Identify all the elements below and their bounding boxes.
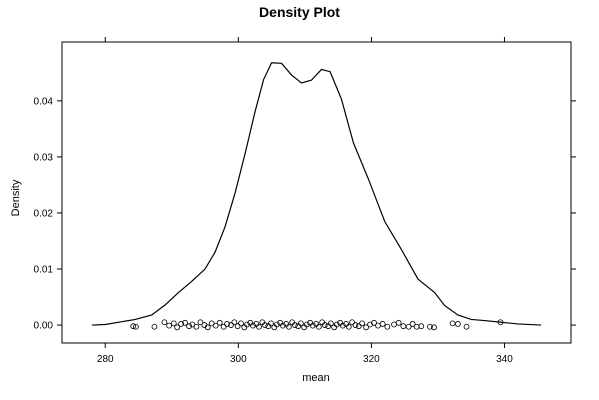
y-tick-label: 0.01 <box>34 265 54 276</box>
rug-point <box>297 320 304 327</box>
tick-labels-group: 280 300 320 340 0.00 0.01 0.02 0.03 0.04 <box>34 96 514 365</box>
rug-point <box>327 320 334 327</box>
rug-point <box>339 322 346 329</box>
rug-point <box>186 323 192 330</box>
rug-point <box>132 323 139 330</box>
y-tick-label: 0.02 <box>34 208 54 219</box>
rug-point <box>224 321 230 327</box>
rug-point <box>178 321 185 327</box>
rug-point <box>352 322 359 328</box>
rug-point <box>315 323 322 330</box>
rug-point <box>405 323 412 330</box>
rug-point <box>497 319 504 326</box>
rug-point <box>212 322 219 329</box>
rug-point <box>231 319 238 326</box>
rug-point <box>413 323 420 330</box>
rug-point <box>454 321 461 327</box>
rug-point <box>174 324 181 331</box>
rug-point <box>391 321 397 328</box>
rug-point <box>321 322 328 328</box>
rug-point <box>244 321 250 328</box>
rug-point <box>431 324 437 331</box>
rug-point <box>170 320 177 327</box>
rug-point <box>197 319 204 326</box>
rug-point <box>262 322 268 328</box>
rug-point <box>238 320 244 327</box>
rug-point <box>151 323 158 330</box>
rug-point <box>216 319 223 326</box>
rug-point <box>130 323 137 330</box>
rug-point <box>427 323 433 330</box>
rug-point <box>228 322 234 328</box>
rug-points-group <box>130 319 504 331</box>
rug-point <box>220 323 227 330</box>
rug-point <box>279 322 286 329</box>
rug-point <box>274 321 280 328</box>
density-line <box>91 62 542 326</box>
rug-point <box>371 319 377 326</box>
rug-point <box>333 321 340 328</box>
rug-point <box>234 323 241 330</box>
rug-point <box>285 323 292 330</box>
x-axis-label: mean <box>302 372 330 384</box>
rug-point <box>363 324 369 331</box>
chart-title: Density Plot <box>259 4 340 20</box>
x-tick-label: 320 <box>363 354 380 365</box>
rug-point <box>449 320 456 327</box>
x-tick-label: 300 <box>230 354 247 365</box>
axis-ticks-group <box>57 37 576 348</box>
rug-point <box>345 323 352 330</box>
rug-point <box>193 323 200 330</box>
rug-point <box>395 319 402 326</box>
rug-point <box>204 324 211 331</box>
x-tick-label: 340 <box>496 354 513 365</box>
rug-point <box>384 323 391 330</box>
rug-point <box>309 322 316 329</box>
rug-point <box>375 322 381 329</box>
rug-point <box>463 323 470 330</box>
rug-point <box>291 322 298 328</box>
rug-point <box>355 323 362 330</box>
rug-point <box>409 321 416 327</box>
x-tick-label: 280 <box>97 354 114 365</box>
plot-frame <box>61 41 572 344</box>
rug-point <box>303 321 310 328</box>
y-tick-label: 0.04 <box>34 96 54 107</box>
y-tick-label: 0.03 <box>34 152 54 163</box>
rug-point <box>359 320 365 327</box>
rug-point <box>268 320 274 327</box>
rug-point <box>349 319 356 326</box>
rug-point <box>166 322 173 329</box>
rug-point <box>379 321 386 327</box>
rug-point <box>161 319 168 326</box>
rug-point <box>182 319 188 326</box>
y-axis-label: Density <box>10 179 22 216</box>
rug-point <box>256 323 262 330</box>
rug-point <box>250 322 256 329</box>
rug-point <box>418 323 425 330</box>
rug-point <box>400 323 407 330</box>
y-tick-label: 0.00 <box>34 321 54 332</box>
